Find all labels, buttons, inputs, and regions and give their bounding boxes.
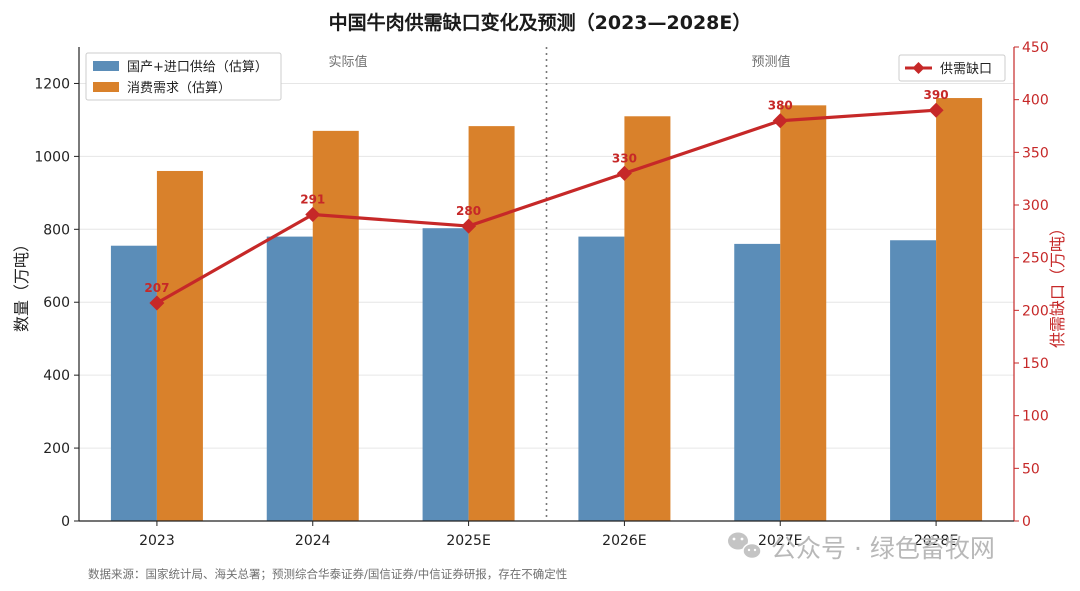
x-tick-label: 2028E	[914, 533, 958, 549]
x-tick-label: 2024	[295, 533, 331, 549]
bar-demand	[936, 98, 983, 522]
watermark: 公众号 · 绿色畜牧网	[728, 532, 995, 563]
legend-left: 国产+进口供给（估算） 消费需求（估算）	[85, 52, 282, 101]
y2-tick-label: 0	[1022, 514, 1031, 530]
gap-line-series: 207 291 280 330 380 390	[144, 88, 949, 311]
legend-swatch-supply	[93, 61, 119, 71]
x-tick-label: 2023	[139, 533, 175, 549]
y2-tick-label: 200	[1022, 303, 1049, 319]
y2-tick-label: 250	[1022, 251, 1049, 267]
y2-tick-label: 50	[1022, 461, 1040, 477]
legend-label-supply: 国产+进口供给（估算）	[127, 60, 268, 75]
gap-data-label: 380	[768, 99, 793, 113]
gap-data-label: 390	[924, 88, 949, 102]
gap-data-label: 207	[144, 281, 169, 295]
bar-demand	[312, 130, 359, 521]
x-tick-label: 2027E	[758, 533, 802, 549]
x-tick-label: 2026E	[602, 533, 646, 549]
chart-title: 中国牛肉供需缺口变化及预测（2023—2028E）	[329, 11, 752, 34]
legend-right: 供需缺口	[898, 54, 1006, 82]
gap-marker	[772, 113, 788, 129]
y-tick-label: 1000	[34, 149, 70, 165]
y2-tick-label: 100	[1022, 409, 1049, 425]
bar-supply	[890, 240, 937, 521]
y-tick-label: 0	[61, 514, 70, 530]
forecast-region-label: 预测值	[751, 54, 790, 70]
gap-line	[156, 108, 937, 305]
bar-supply	[266, 236, 313, 521]
gap-marker	[149, 295, 165, 311]
y-tick-label: 800	[43, 222, 70, 238]
legend-left-frame	[85, 52, 282, 101]
legend-right-frame	[898, 54, 1006, 82]
legend-label-demand: 消费需求（估算）	[127, 81, 231, 96]
y-axis-label: 数量（万吨）	[12, 236, 31, 332]
y2-tick-label: 150	[1022, 356, 1049, 372]
bar-series	[110, 98, 983, 522]
y-tick-label: 400	[43, 368, 70, 384]
x-tick-label: 2025E	[446, 533, 490, 549]
bar-supply	[422, 228, 469, 521]
wechat-icon	[728, 532, 762, 560]
y2-tick-label: 400	[1022, 93, 1049, 109]
axes: 0 200 400 600 800 1000 1200 0 50 100 150 200 250 300 3…	[34, 40, 1048, 549]
bar-demand	[624, 116, 671, 522]
gap-marker	[305, 206, 321, 222]
legend-label-gap: 供需缺口	[940, 62, 992, 77]
bar-demand	[156, 170, 203, 521]
gap-marker	[616, 165, 632, 181]
bar-supply	[110, 245, 157, 521]
y2-tick-label: 350	[1022, 145, 1049, 161]
gap-data-label: 330	[612, 151, 637, 165]
y-tick-label: 1200	[34, 76, 70, 92]
source-note: 数据来源：国家统计局、海关总署；预测综合华泰证券/国信证券/中信证券研报，存在不…	[88, 567, 567, 581]
gap-marker	[461, 218, 477, 234]
gap-data-label: 291	[300, 192, 325, 206]
y-tick-label: 600	[43, 295, 70, 311]
y-tick-label: 200	[43, 441, 70, 457]
bar-demand	[780, 105, 827, 521]
gap-data-label: 280	[456, 204, 481, 218]
bar-supply	[734, 243, 781, 521]
legend-swatch-demand	[93, 82, 119, 92]
gap-marker	[928, 102, 944, 118]
y2-tick-label: 300	[1022, 198, 1049, 214]
watermark-text: 公众号 · 绿色畜牧网	[771, 534, 995, 563]
y2-tick-label: 450	[1022, 40, 1049, 56]
actual-region-label: 实际值	[328, 54, 367, 70]
bar-demand	[468, 126, 515, 522]
bar-supply	[578, 236, 625, 521]
y2-axis-label: 供需缺口（万吨）	[1048, 220, 1067, 348]
legend-marker-gap	[912, 62, 925, 74]
